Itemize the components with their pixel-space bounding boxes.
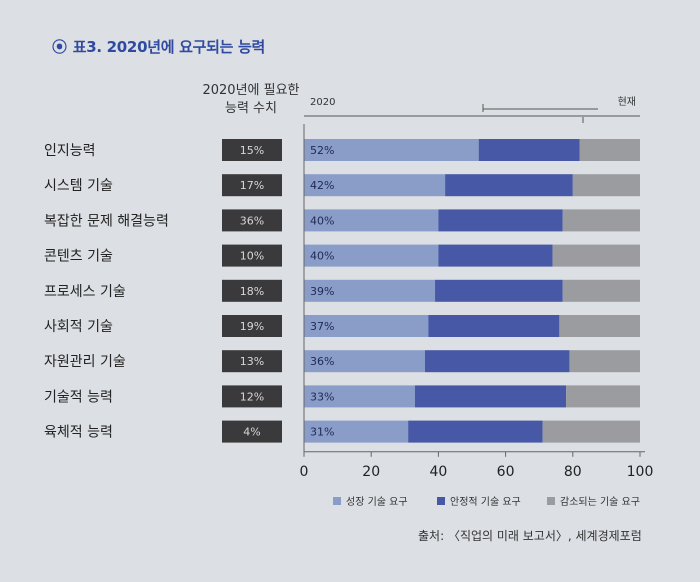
category-label: 사회적 기술 [44, 319, 113, 335]
legend-label: 안정적 기술 요구 [450, 496, 521, 508]
bar-segment-2 [445, 174, 573, 197]
bar-segment-1 [304, 315, 429, 337]
range-end-label: 현재 [618, 96, 636, 108]
needed-value-badge [222, 174, 282, 197]
bar-segment-1 [304, 209, 439, 232]
bar-segment-2 [408, 420, 543, 443]
category-label: 콘텐츠 기술 [44, 249, 113, 265]
column-header-line-1: 2020년에 필요한 [202, 83, 300, 98]
bar-value-label: 37% [310, 320, 334, 333]
source-note: 출처: 〈직업의 미래 보고서〉, 세계경제포럼 [418, 529, 642, 543]
bar-segment-3 [569, 350, 640, 373]
needed-value-label: 4% [243, 426, 260, 439]
bar-value-label: 31% [310, 426, 334, 439]
bar-segment-1 [304, 420, 409, 443]
figure-title: ⦿ 표3. 2020년에 요구되는 능력 [52, 36, 265, 57]
needed-value-badge [222, 209, 282, 232]
x-tick-label: 0 [300, 464, 309, 480]
x-tick-label: 20 [362, 464, 380, 480]
legend-label: 성장 기술 요구 [346, 496, 408, 508]
category-label: 기술적 능력 [44, 389, 113, 405]
bar-segment-3 [559, 315, 640, 337]
bar-segment-2 [424, 350, 570, 373]
bar-segment-1 [304, 350, 425, 373]
bar-value-label: 33% [310, 390, 334, 403]
bar-segment-3 [562, 279, 640, 302]
bar-segment-3 [572, 174, 640, 197]
category-label: 시스템 기술 [44, 178, 113, 194]
column-header-line-2: 능력 수치 [225, 101, 277, 116]
needed-value-label: 13% [240, 355, 264, 368]
range-start-label: 2020 [310, 97, 335, 108]
category-label: 자원관리 기술 [44, 354, 126, 370]
needed-value-badge [222, 279, 282, 302]
needed-value-label: 15% [240, 144, 264, 157]
needed-value-label: 10% [240, 250, 264, 263]
bar-segment-2 [438, 209, 563, 232]
needed-value-badge [222, 350, 282, 373]
needed-value-badge [222, 420, 282, 443]
needed-value-badge [222, 315, 282, 337]
needed-value-label: 36% [240, 214, 264, 227]
needed-value-badge [222, 385, 282, 408]
legend-label: 감소되는 기술 요구 [560, 496, 640, 508]
bar-value-label: 42% [310, 179, 334, 192]
bar-value-label: 40% [310, 214, 334, 227]
legend-swatch [437, 497, 445, 505]
category-label: 육체적 능력 [44, 425, 113, 441]
needed-skill-column-header: 2020년에 필요한 능력 수치 [196, 82, 306, 118]
bar-segment-1 [304, 174, 446, 197]
needed-value-label: 17% [240, 179, 264, 192]
bar-segment-3 [579, 139, 640, 161]
x-tick-label: 40 [429, 464, 447, 480]
bar-value-label: 36% [310, 355, 334, 368]
figure-title-text: 표3. 2020년에 요구되는 능력 [72, 38, 266, 56]
bar-segment-2 [428, 315, 560, 337]
x-tick-label: 100 [627, 464, 654, 480]
bar-segment-1 [304, 139, 479, 161]
bar-value-label: 40% [310, 250, 334, 263]
category-label: 프로세스 기술 [44, 284, 126, 300]
circle-bullet-icon: ⦿ [52, 38, 67, 56]
legend-swatch [333, 497, 341, 505]
needed-value-badge [222, 244, 282, 267]
bar-segment-1 [304, 244, 439, 267]
bar-segment-3 [542, 420, 640, 443]
needed-value-badge [222, 139, 282, 161]
category-label: 인지능력 [44, 143, 96, 159]
bar-segment-3 [552, 244, 640, 267]
needed-value-label: 18% [240, 285, 264, 298]
x-tick-label: 60 [497, 464, 515, 480]
bar-value-label: 39% [310, 285, 334, 298]
bar-segment-2 [414, 385, 567, 408]
bar-segment-1 [304, 279, 436, 302]
needed-value-label: 12% [240, 390, 264, 403]
bar-segment-2 [478, 139, 580, 161]
category-label: 복잡한 문제 해결능력 [44, 213, 169, 229]
bar-value-label: 52% [310, 144, 334, 157]
bar-segment-3 [566, 385, 640, 408]
legend-swatch [547, 497, 555, 505]
bar-segment-1 [304, 385, 415, 408]
bar-segment-3 [562, 209, 640, 232]
x-tick-label: 80 [564, 464, 582, 480]
bar-segment-2 [438, 244, 553, 267]
bar-segment-2 [435, 279, 563, 302]
needed-value-label: 19% [240, 320, 264, 333]
